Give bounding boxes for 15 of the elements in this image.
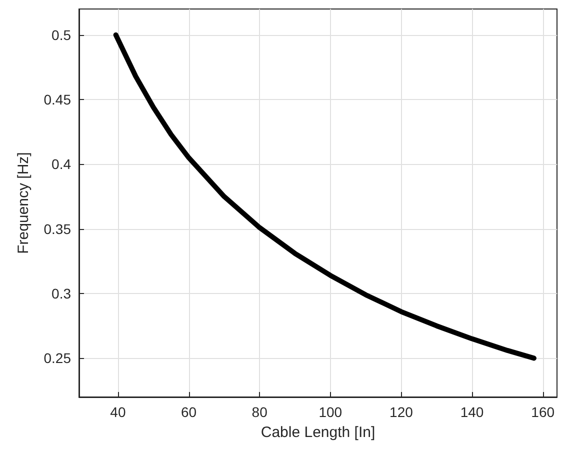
y-tick-label: 0.4 (52, 156, 72, 172)
x-tick-label: 100 (318, 404, 342, 420)
x-tick-label: 80 (252, 404, 268, 420)
y-tick-label: 0.5 (52, 26, 72, 43)
x-tick-label: 40 (110, 404, 126, 420)
x-tick-label: 60 (180, 404, 197, 420)
y-tick-label: 0.25 (44, 350, 72, 366)
x-tick-label: 140 (460, 404, 484, 420)
y-tick-label: 0.35 (44, 220, 72, 237)
y-axis-title: Frequency [Hz] (15, 152, 32, 254)
x-tick-label: 160 (531, 404, 555, 420)
x-tick-label: 120 (390, 404, 414, 420)
y-tick-label: 0.3 (52, 286, 72, 302)
y-tick-label: 0.45 (44, 92, 72, 108)
x-axis-title: Cable Length [In] (260, 424, 376, 441)
